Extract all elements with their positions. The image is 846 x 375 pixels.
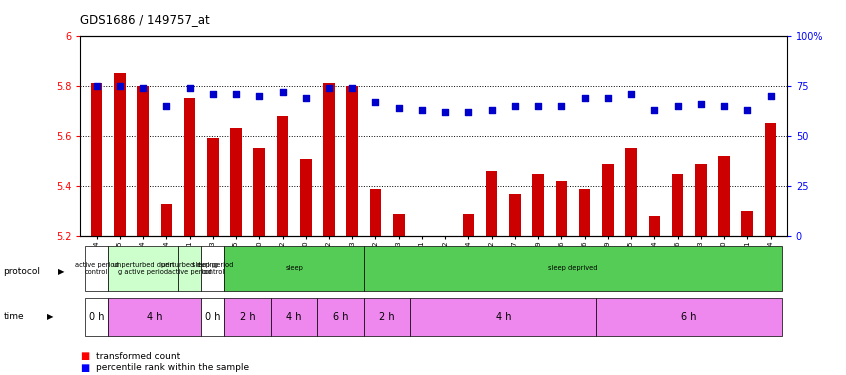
Bar xyxy=(579,189,591,236)
Bar xyxy=(346,86,358,236)
Point xyxy=(252,93,266,99)
Text: unperturbed durin
g active period: unperturbed durin g active period xyxy=(113,262,173,274)
Point xyxy=(717,103,731,109)
Point xyxy=(229,91,243,97)
Text: sleep deprived: sleep deprived xyxy=(548,265,598,271)
Bar xyxy=(271,298,317,336)
Bar xyxy=(741,211,753,236)
Bar xyxy=(114,73,126,236)
Bar xyxy=(108,246,178,291)
Bar xyxy=(596,298,783,336)
Bar xyxy=(85,246,108,291)
Point xyxy=(578,95,591,101)
Text: 6 h: 6 h xyxy=(681,312,697,322)
Point xyxy=(462,109,475,115)
Point xyxy=(508,103,522,109)
Bar xyxy=(463,214,475,236)
Bar xyxy=(364,246,783,291)
Point xyxy=(740,107,754,113)
Point xyxy=(438,109,452,115)
Point xyxy=(392,105,405,111)
Bar xyxy=(625,148,637,236)
Point xyxy=(113,83,127,89)
Text: GDS1686 / 149757_at: GDS1686 / 149757_at xyxy=(80,13,210,26)
Text: 0 h: 0 h xyxy=(205,312,221,322)
Bar xyxy=(254,148,265,236)
Point xyxy=(531,103,545,109)
Text: 6 h: 6 h xyxy=(332,312,349,322)
Bar xyxy=(370,189,382,236)
Bar xyxy=(486,171,497,236)
Point xyxy=(206,91,220,97)
Point xyxy=(160,103,173,109)
Text: 4 h: 4 h xyxy=(147,312,162,322)
Bar xyxy=(201,298,224,336)
Bar xyxy=(300,159,311,236)
Point xyxy=(183,85,196,91)
Point xyxy=(647,107,661,113)
Text: 4 h: 4 h xyxy=(496,312,511,322)
Point xyxy=(764,93,777,99)
Point xyxy=(276,89,289,95)
Bar xyxy=(439,236,451,239)
Text: sleep period
control: sleep period control xyxy=(192,262,233,274)
Bar xyxy=(184,98,195,236)
Bar xyxy=(317,298,364,336)
Bar xyxy=(509,194,521,236)
Text: perturbed during
active period: perturbed during active period xyxy=(161,262,218,274)
Point xyxy=(90,83,103,89)
Point xyxy=(136,85,150,91)
Point xyxy=(694,101,707,107)
Bar xyxy=(602,164,613,236)
Bar xyxy=(137,86,149,236)
Bar xyxy=(277,116,288,236)
Text: 4 h: 4 h xyxy=(287,312,302,322)
Bar xyxy=(224,246,364,291)
Bar xyxy=(224,298,271,336)
Bar xyxy=(207,138,218,236)
Bar xyxy=(230,128,242,236)
Bar xyxy=(393,214,404,236)
Bar xyxy=(695,164,706,236)
Text: ▶: ▶ xyxy=(47,312,53,321)
Bar xyxy=(718,156,730,236)
Bar xyxy=(91,83,102,236)
Text: transformed count: transformed count xyxy=(96,352,180,361)
Bar xyxy=(323,83,335,236)
Bar xyxy=(556,181,567,236)
Text: ■: ■ xyxy=(80,363,90,372)
Text: 2 h: 2 h xyxy=(240,312,255,322)
Text: ▶: ▶ xyxy=(58,267,64,276)
Text: ■: ■ xyxy=(80,351,90,361)
Text: time: time xyxy=(3,312,24,321)
Point xyxy=(415,107,429,113)
Text: 0 h: 0 h xyxy=(89,312,104,322)
Point xyxy=(602,95,615,101)
Point xyxy=(671,103,684,109)
Text: sleep: sleep xyxy=(285,265,303,271)
Bar xyxy=(532,174,544,236)
Point xyxy=(485,107,498,113)
Bar xyxy=(178,246,201,291)
Bar xyxy=(364,298,410,336)
Bar xyxy=(201,246,224,291)
Text: protocol: protocol xyxy=(3,267,41,276)
Point xyxy=(624,91,638,97)
Point xyxy=(369,99,382,105)
Point xyxy=(345,85,359,91)
Text: percentile rank within the sample: percentile rank within the sample xyxy=(96,363,249,372)
Point xyxy=(299,95,312,101)
Bar xyxy=(410,298,596,336)
Point xyxy=(555,103,569,109)
Bar xyxy=(649,216,660,236)
Point xyxy=(322,85,336,91)
Bar xyxy=(672,174,684,236)
Bar xyxy=(108,298,201,336)
Text: active period
control: active period control xyxy=(74,262,118,274)
Bar xyxy=(765,123,777,236)
Bar xyxy=(161,204,172,236)
Bar xyxy=(85,298,108,336)
Text: 2 h: 2 h xyxy=(379,312,395,322)
